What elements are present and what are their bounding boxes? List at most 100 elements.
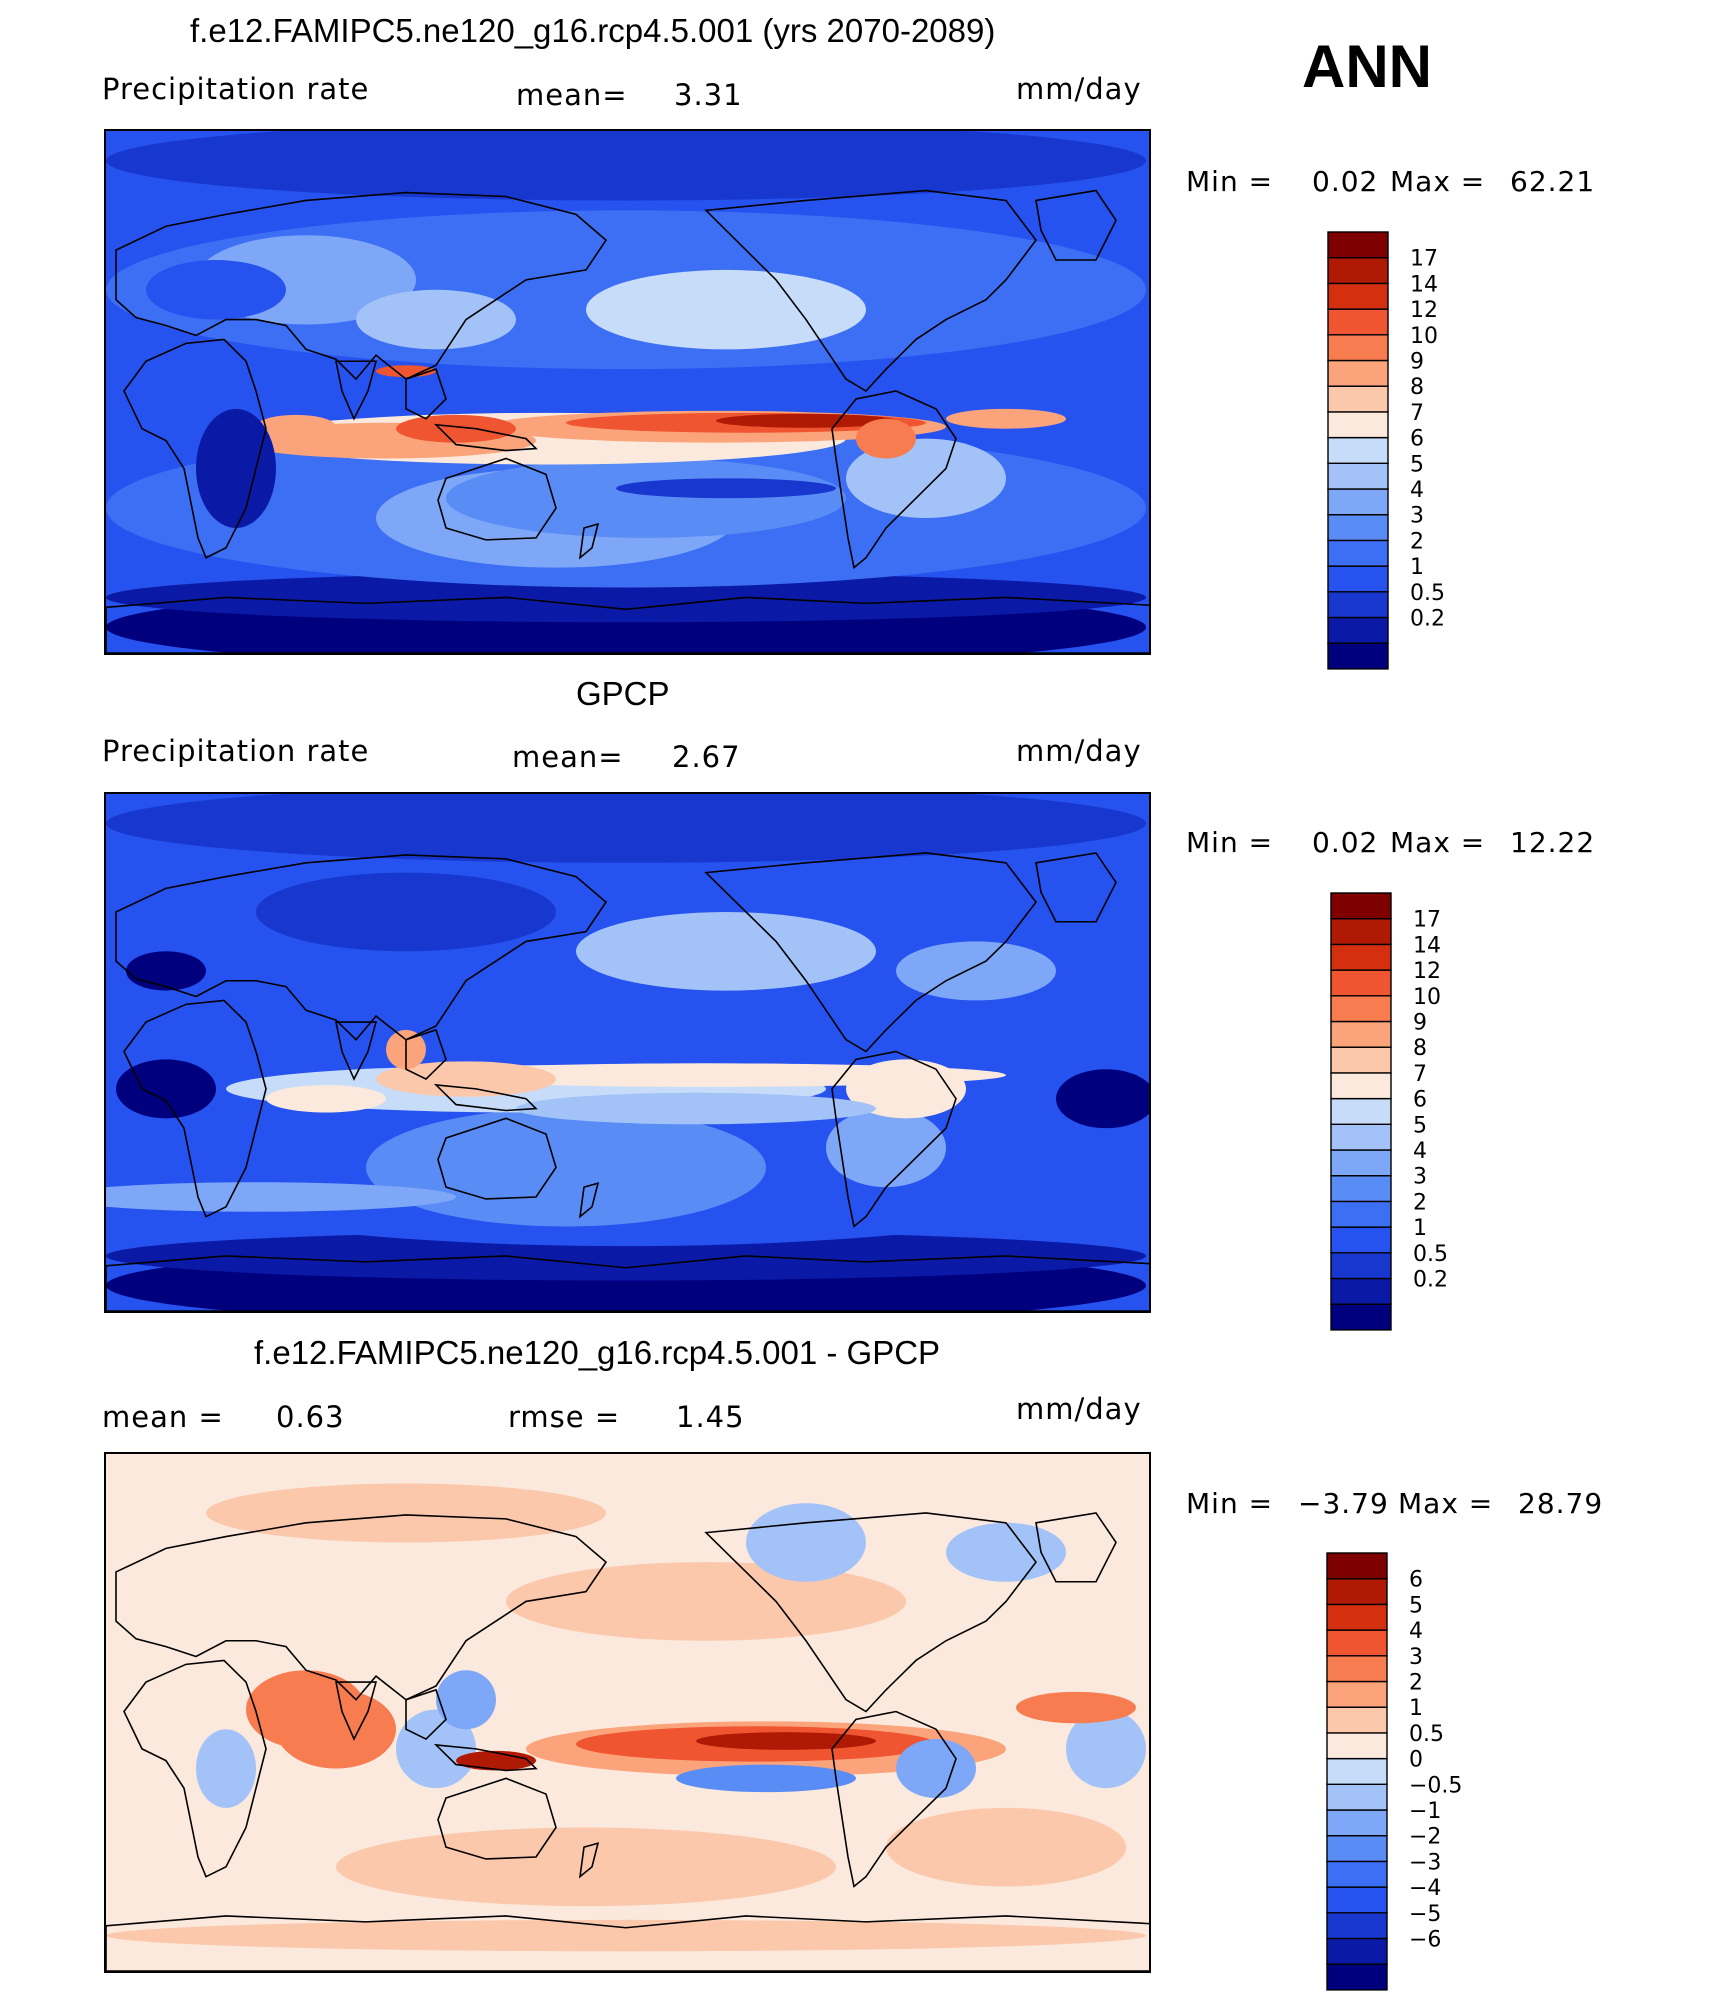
panel2-colorbar-box-0: [1330, 1303, 1392, 1331]
panel3-colorbar-level-label: −2: [1409, 1825, 1441, 1850]
panel1-map: [104, 129, 1151, 655]
panel1-map-field-17: [396, 414, 516, 443]
panel3-colorbar: 6 5 4 3 2 1 0.5 0 −0.5 −1 −2 −3 −4 −5 −6: [1326, 1552, 1487, 1994]
panel3-map-coastline-3: [405, 1688, 447, 1740]
panel1-map-field-0: [106, 131, 1146, 201]
season-label: ANN: [1302, 33, 1432, 100]
panel2-colorbar-level-label: 8: [1413, 1036, 1427, 1061]
panel2-colorbar-level-label: 0.5: [1413, 1242, 1448, 1267]
panel3-min-value: −3.79: [1298, 1487, 1389, 1520]
panel3-map-field-1: [206, 1483, 606, 1543]
panel2-map-field-9: [826, 1108, 946, 1188]
panel3-colorbar-level-label: 6: [1409, 1568, 1423, 1593]
panel2-map-coastline-4: [433, 1083, 538, 1112]
panel2-variable: Precipitation rate: [102, 734, 370, 768]
panel2-min-label: Min =: [1186, 826, 1274, 859]
panel3-colorbar-box-1: [1326, 1937, 1388, 1965]
panel2-map-field-17: [846, 1059, 966, 1119]
panel3-max-label: Max =: [1398, 1487, 1494, 1520]
panel2-map-field-2: [106, 1231, 1146, 1281]
panel1-map-coastline-9: [831, 390, 957, 570]
panel3-map: [104, 1452, 1151, 1973]
panel2-map-field-10: [116, 1059, 216, 1119]
panel1-map-field-6: [586, 269, 866, 350]
panel3-map-coastline-2: [335, 1681, 378, 1741]
panel3-colorbar-box-0: [1326, 1963, 1388, 1991]
panel2-map-field-8: [366, 1108, 766, 1227]
panel1-map-field-7: [356, 289, 516, 350]
panel3-map-coastline-7: [704, 1512, 1037, 1713]
panel2-colorbar-level-label: 9: [1413, 1011, 1427, 1036]
panel2-min-value: 0.02: [1312, 826, 1379, 859]
panel1-map-coastline-7: [704, 189, 1037, 393]
panel3-colorbar-level-label: −1: [1409, 1799, 1441, 1824]
panel3-map-field-3: [336, 1827, 836, 1907]
panel3-colorbar-box-5: [1326, 1835, 1388, 1863]
panel1-map-field-20: [256, 414, 336, 439]
panel3-rmse-label: rmse =: [508, 1400, 621, 1434]
panel3-min-label: Min =: [1186, 1487, 1274, 1520]
panel1-map-coastline-6: [578, 522, 600, 560]
panel1-colorbar-box-16: [1327, 231, 1389, 259]
panel3-map-coastline-1: [115, 1514, 608, 1701]
panel3-colorbar-box-7: [1326, 1783, 1388, 1811]
panel1-colorbar-box-13: [1327, 308, 1389, 336]
panel3-map-field-7: [196, 1729, 256, 1808]
panel2-colorbar-level-label: 2: [1413, 1190, 1427, 1215]
panel3-colorbar-level-label: −6: [1409, 1928, 1441, 1953]
panel2-map-coastline-9: [831, 1050, 957, 1228]
panel1-map-field-18: [946, 408, 1066, 429]
panel1-mean-value: 3.31: [674, 78, 743, 112]
panel3-colorbar-level-label: 1: [1409, 1696, 1423, 1721]
panel1-colorbar-level-label: 2: [1410, 529, 1424, 554]
panel1-colorbar-box-7: [1327, 462, 1389, 490]
panel3-map-coastline-4: [433, 1743, 538, 1772]
panel2-colorbar-box-7: [1330, 1123, 1392, 1151]
panel3-colorbar-level-label: −4: [1409, 1876, 1441, 1901]
panel3-map-field-9: [746, 1503, 866, 1582]
panel3-colorbar-level-label: 2: [1409, 1671, 1423, 1696]
panel1-colorbar-level-label: 10: [1410, 324, 1438, 349]
panel2-colorbar-box-1: [1330, 1277, 1392, 1305]
panel1-colorbar-level-label: 14: [1410, 272, 1438, 297]
panel3-colorbar-box-4: [1326, 1860, 1388, 1888]
panel3-colorbar-box-2: [1326, 1912, 1388, 1940]
panel1-map-field-11: [446, 458, 846, 538]
panel3-colorbar-box-8: [1326, 1757, 1388, 1786]
panel1-colorbar-box-1: [1327, 616, 1389, 644]
panel3-map-field-5: [106, 1919, 1146, 1952]
panel3-mean-value: 0.63: [276, 1400, 345, 1434]
panel2-mean-label: mean=: [512, 740, 624, 774]
panel2-map-field-15: [376, 1061, 556, 1097]
panel2-colorbar-box-10: [1330, 1046, 1392, 1074]
panel2-colorbar: 17 14 12 10 9 8 7 6 5 4 3 2 1 0.5 0.2: [1330, 892, 1491, 1334]
panel2-colorbar-box-15: [1330, 918, 1392, 946]
panel2-map-coastline-1: [115, 854, 608, 1041]
panel3-map-coastline-6: [578, 1842, 600, 1879]
panel2-map-coastline-6: [578, 1182, 600, 1219]
panel3-colorbar-box-9: [1326, 1732, 1388, 1760]
panel2-map-coastline-10: [106, 1255, 1149, 1311]
panel1-colorbar-box-0: [1327, 642, 1389, 670]
panel2-map-field-20: [106, 1182, 456, 1212]
panel3-colorbar-box-14: [1326, 1603, 1388, 1631]
panel1-map-field-19: [856, 418, 916, 459]
panel3-mean-label: mean =: [102, 1400, 224, 1434]
panel3-colorbar-level-label: −5: [1409, 1902, 1441, 1927]
panel1-max-value: 62.21: [1510, 165, 1596, 198]
panel1-colorbar-box-5: [1327, 514, 1389, 542]
panel2-colorbar-level-label: 5: [1413, 1113, 1427, 1138]
panel3-colorbar-box-6: [1326, 1809, 1388, 1837]
panel1-map-field-22: [616, 478, 836, 499]
panel2-units: mm/day: [1016, 734, 1142, 768]
panel2-mean-value: 2.67: [672, 740, 741, 774]
panel1-min-label: Min =: [1186, 165, 1274, 198]
panel1-colorbar-level-label: 17: [1410, 247, 1438, 272]
panel1-mean-label: mean=: [516, 78, 628, 112]
panel2-colorbar-level-label: 7: [1413, 1062, 1427, 1087]
panel1-colorbar-box-12: [1327, 334, 1389, 362]
panel1-colorbar-box-3: [1327, 565, 1389, 593]
panel3-map-field-0: [106, 1454, 1146, 1968]
panel2-map-coastline-8: [1035, 852, 1117, 923]
panel2-colorbar-box-4: [1330, 1200, 1392, 1228]
